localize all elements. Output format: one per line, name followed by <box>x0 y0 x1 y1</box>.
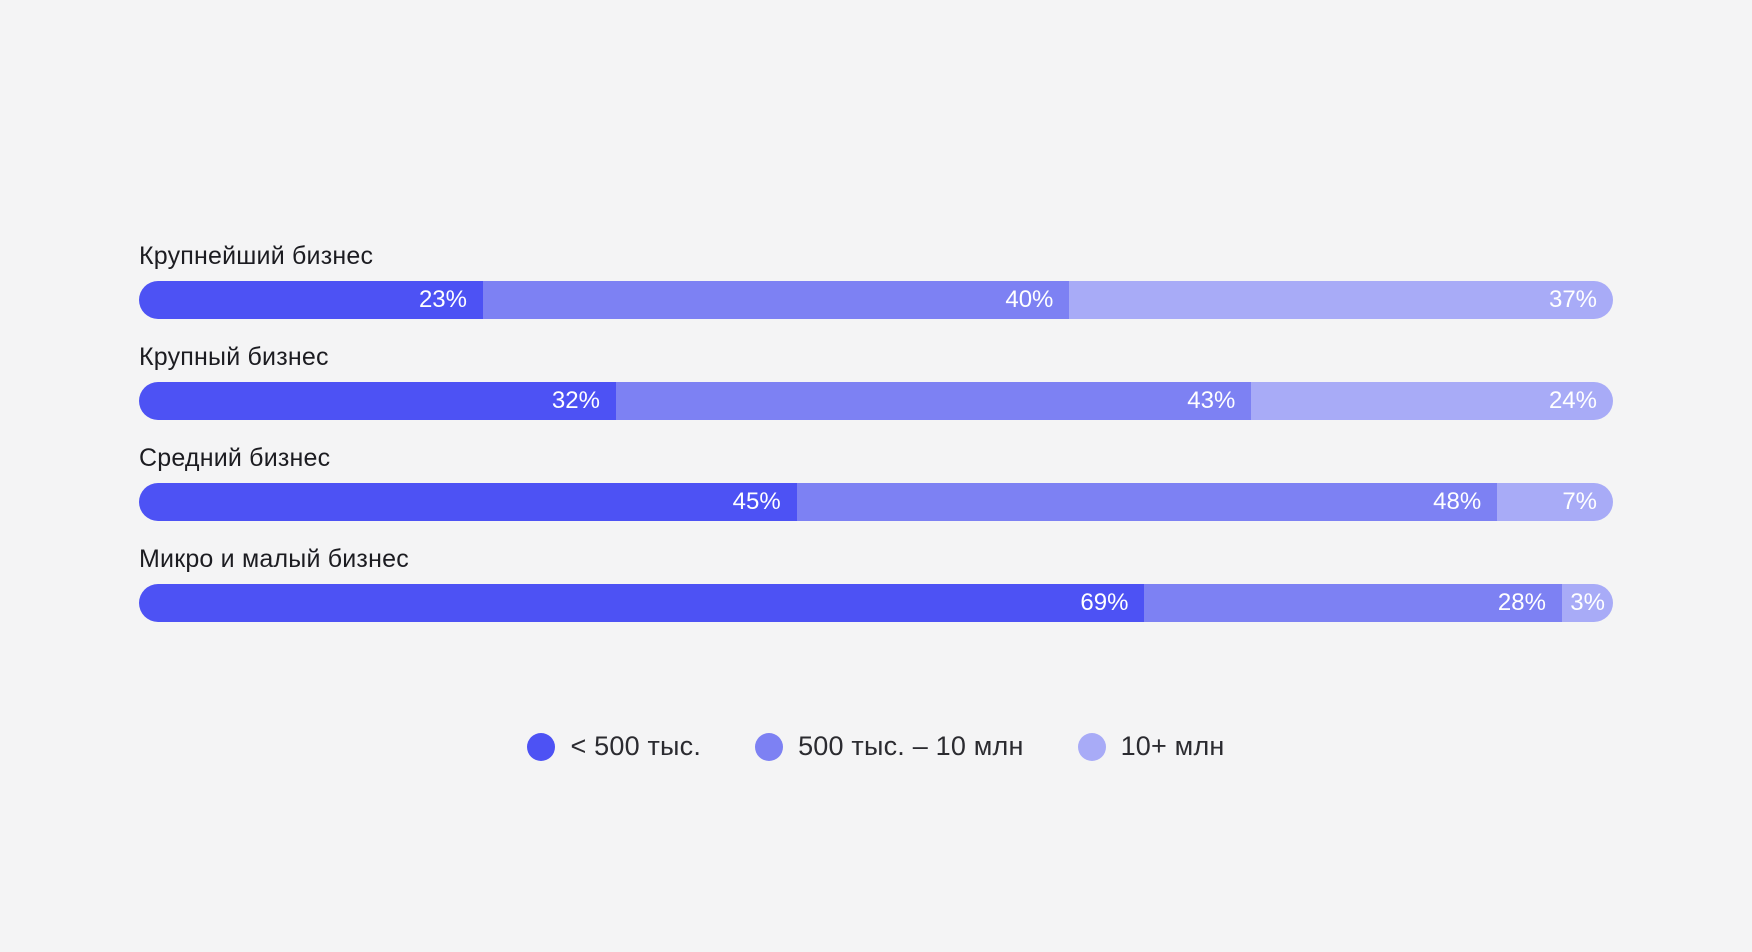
legend-item: < 500 тыс. <box>527 731 701 762</box>
bar-segment: 7% <box>1497 483 1613 521</box>
value-label: 37% <box>1548 286 1598 313</box>
value-label: 43% <box>1187 387 1236 414</box>
bar-segment: 37% <box>1069 281 1613 319</box>
bar-row: Крупнейший бизнес 23% 40% 37% <box>139 241 1613 319</box>
value-label: 45% <box>732 488 781 515</box>
bar-row: Крупный бизнес 32% 43% 24% <box>139 342 1613 420</box>
legend-label: 10+ млн <box>1120 731 1225 761</box>
value-label: 69% <box>1080 589 1129 616</box>
category-label: Средний бизнес <box>139 444 331 472</box>
legend: < 500 тыс. 500 тыс. – 10 млн 10+ млн <box>0 731 1752 762</box>
stacked-bar-chart: Крупнейший бизнес 23% 40% 37% Крупный бизнес… <box>139 241 1613 622</box>
bar-segment: 32% <box>139 382 616 420</box>
bar-segment: 43% <box>615 382 1252 420</box>
bar-segment: 69% <box>139 584 1145 622</box>
bar-segment: 24% <box>1251 382 1613 420</box>
bar-segment: 40% <box>482 281 1070 319</box>
bar-segment: 23% <box>139 281 483 319</box>
legend-swatch-icon <box>527 732 556 761</box>
value-label: 48% <box>1433 488 1482 515</box>
legend-swatch-icon <box>1077 732 1106 761</box>
bar-segment: 45% <box>139 483 797 521</box>
stacked-bar: 23% 40% 37% <box>139 281 1613 319</box>
value-label: 40% <box>1005 286 1054 313</box>
stacked-bar: 69% 28% 3% <box>139 584 1613 622</box>
value-label: 32% <box>551 387 600 414</box>
bar-row: Микро и малый бизнес 69% 28% 3% <box>139 544 1613 622</box>
value-label: 23% <box>418 286 467 313</box>
value-label: 24% <box>1548 387 1597 414</box>
bar-row: Средний бизнес 45% 48% 7% <box>139 443 1613 521</box>
legend-item: 500 тыс. – 10 млн <box>755 731 1024 762</box>
value-label: 28% <box>1497 589 1546 616</box>
category-label: Микро и малый бизнес <box>139 545 409 573</box>
bar-segment: 48% <box>796 483 1498 521</box>
legend-label: 500 тыс. – 10 млн <box>798 731 1024 761</box>
stacked-bar: 45% 48% 7% <box>139 483 1613 521</box>
legend-label: < 500 тыс. <box>570 731 702 761</box>
category-label: Крупный бизнес <box>139 343 329 371</box>
bar-segment: 3% <box>1561 584 1613 622</box>
value-label: 3% <box>1570 589 1605 616</box>
bar-segment: 28% <box>1144 584 1562 622</box>
legend-swatch-icon <box>755 732 784 761</box>
category-label: Крупнейший бизнес <box>139 242 374 270</box>
legend-item: 10+ млн <box>1077 731 1225 762</box>
value-label: 7% <box>1562 488 1597 515</box>
stacked-bar: 32% 43% 24% <box>139 382 1613 420</box>
